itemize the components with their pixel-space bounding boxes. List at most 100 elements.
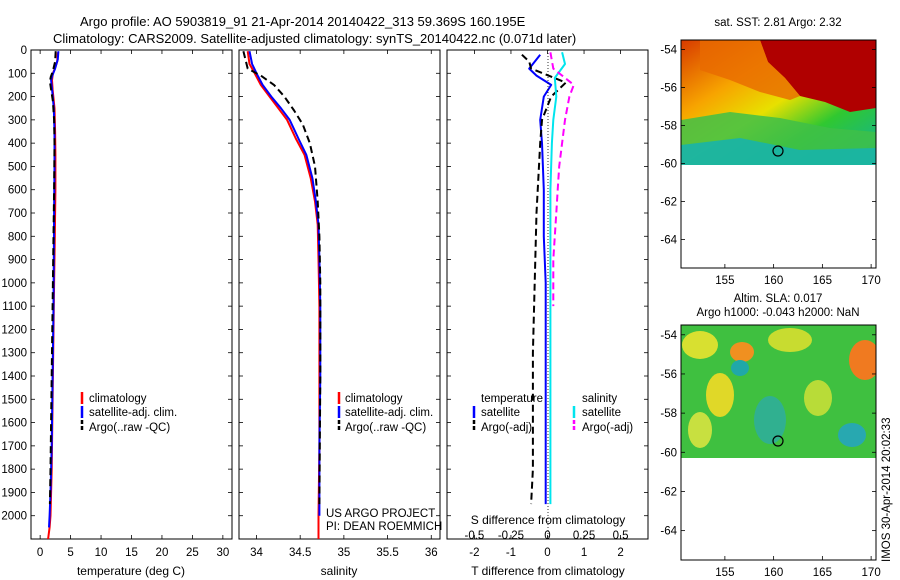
sla-teal-3 xyxy=(838,423,866,447)
lat-tick-label: -60 xyxy=(660,159,677,171)
credit-pi: PI: DEAN ROEMMICH xyxy=(326,521,442,533)
sla-yellow-3 xyxy=(706,373,734,417)
tdiff-tick-label: -1 xyxy=(506,547,516,559)
temperature-xlabel: temperature (deg C) xyxy=(77,564,185,578)
sst-map-frame xyxy=(680,39,877,269)
sdiff-tick-label: -0.5 xyxy=(464,530,484,542)
sdiff-tick-label: 0.5 xyxy=(613,530,629,542)
date-stamp: IMOS 30-Apr-2014 20:02:33 xyxy=(881,418,893,562)
lat-tick-label: -54 xyxy=(660,45,677,57)
lon-tick-label: 160 xyxy=(764,567,783,579)
lat-tick-label: -62 xyxy=(660,486,677,498)
lat-tick-label: -54 xyxy=(660,330,677,342)
temperature-tick-label: 30 xyxy=(216,547,229,559)
sst-argo-marker xyxy=(772,145,784,157)
depth-tick-label: 100 xyxy=(8,68,27,80)
depth-tick-label: 1700 xyxy=(1,441,27,453)
lat-tick-label: -64 xyxy=(660,235,677,247)
lat-tick-label: -56 xyxy=(660,369,677,381)
sst-map xyxy=(681,40,876,165)
salinity-xlabel: salinity xyxy=(321,564,358,578)
legend-s-satellite: satellite xyxy=(582,407,621,419)
header-line1: Argo profile: AO 5903819_91 21-Apr-2014 … xyxy=(80,14,526,29)
climatology-line xyxy=(246,51,321,539)
depth-tick-label: 300 xyxy=(8,115,27,127)
lon-tick-label: 165 xyxy=(813,275,832,287)
lon-tick-label: 170 xyxy=(862,275,881,287)
sdiff-tick-label: 0 xyxy=(544,530,550,542)
temperature-legend: climatology satellite-adj. clim. Argo(..… xyxy=(80,392,177,434)
legend-satellite-adj: satellite-adj. clim. xyxy=(345,407,433,419)
sla-orange-1 xyxy=(730,342,754,362)
depth-tick-label: 400 xyxy=(8,138,27,150)
lon-tick-label: 170 xyxy=(862,567,881,579)
sla-map-axes: 155 160 165 170 -54 -56 -58 -60 -62 -64 xyxy=(660,330,880,579)
depth-tick-label: 1500 xyxy=(1,394,27,406)
profiles xyxy=(47,50,575,540)
sla-map-title1: Altim. SLA: 0.017 xyxy=(734,293,823,305)
lon-tick-label: 155 xyxy=(715,567,734,579)
sla-map-title2: Argo h1000: -0.043 h2000: NaN xyxy=(696,307,859,319)
salinity-tick-label: 35 xyxy=(337,547,350,559)
sla-teal-1 xyxy=(731,360,749,376)
temperature-tick-label: 20 xyxy=(156,547,169,559)
sla-argo-marker xyxy=(772,435,784,447)
depth-tick-label: 1400 xyxy=(1,371,27,383)
sst-cyan-patch xyxy=(681,138,876,165)
depth-tick-label: 1600 xyxy=(1,418,27,430)
lat-tick-label: -62 xyxy=(660,197,677,209)
salinity-tick-label: 36 xyxy=(425,547,438,559)
credit-project: US ARGO PROJECT xyxy=(326,508,435,520)
sla-yellow-2 xyxy=(768,328,812,352)
temperature-tick-label: 0 xyxy=(37,547,43,559)
legend-s-argo: Argo(-adj) xyxy=(582,422,633,434)
sla-map-frame xyxy=(680,324,877,561)
legend-salinity-head: salinity xyxy=(582,393,617,405)
lon-tick-label: 155 xyxy=(715,275,734,287)
legend-climatology: climatology xyxy=(345,393,403,405)
header-line2: Climatology: CARS2009. Satellite-adjuste… xyxy=(53,31,576,46)
depth-tick-label: 1200 xyxy=(1,324,27,336)
legend-satellite-adj: satellite-adj. clim. xyxy=(89,407,177,419)
difference-legend: temperature satellite Argo(-adj) salinit… xyxy=(472,393,633,434)
lat-tick-label: -56 xyxy=(660,83,677,95)
salinity-tick-label: 34.5 xyxy=(289,547,311,559)
tdiff-tick-label: -2 xyxy=(469,547,479,559)
lon-tick-label: 160 xyxy=(764,275,783,287)
sla-teal-2 xyxy=(754,396,786,444)
satellite-line xyxy=(528,54,553,505)
lat-tick-label: -64 xyxy=(660,526,677,538)
temperature-tick-label: 10 xyxy=(95,547,108,559)
legend-argo: Argo(..raw -QC) xyxy=(345,422,426,434)
temperature-tick-label: 25 xyxy=(186,547,199,559)
sdiff-tick-label: -0.25 xyxy=(498,530,524,542)
satellite-line xyxy=(549,52,566,505)
depth-tick-label: 900 xyxy=(8,255,27,267)
lat-tick-label: -58 xyxy=(660,121,677,133)
depth-tick-label: 2000 xyxy=(1,511,27,523)
sla-blank-area xyxy=(681,458,876,560)
salinity-tick-label: 35.5 xyxy=(376,547,398,559)
satellite-adj-clim--line xyxy=(248,51,322,516)
legend-climatology: climatology xyxy=(89,393,147,405)
legend-argo: Argo(..raw -QC) xyxy=(89,422,170,434)
depth-tick-label: 1300 xyxy=(1,348,27,360)
depth-tick-label: 1000 xyxy=(1,278,27,290)
lon-tick-label: 165 xyxy=(813,567,832,579)
sst-orange-patch xyxy=(700,40,800,100)
depth-tick-label: 1900 xyxy=(1,487,27,499)
legend-temperature-head: temperature xyxy=(481,393,543,405)
tdiff-tick-label: 1 xyxy=(581,547,587,559)
sla-yellow-4 xyxy=(804,380,832,416)
depth-tick-label: 800 xyxy=(8,231,27,243)
salinity-legend: climatology satellite-adj. clim. Argo(..… xyxy=(337,392,433,434)
depth-tick-label: 700 xyxy=(8,208,27,220)
sla-yellow-5 xyxy=(688,412,712,448)
tdiff-xlabel: T difference from climatology xyxy=(471,564,625,578)
salinity-tick-label: 34 xyxy=(250,547,263,559)
sla-orange-2 xyxy=(849,340,876,380)
argo-adj--line xyxy=(549,52,575,307)
x-axes: 0 5 10 15 20 25 30 34 34.5 35 35.5 36 -2 -1 0 1 2 -0.5 -0.… xyxy=(37,50,629,559)
depth-tick-label: 600 xyxy=(8,185,27,197)
